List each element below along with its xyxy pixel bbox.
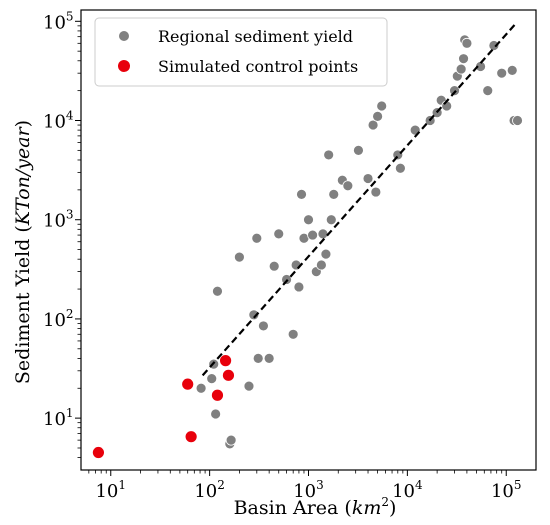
legend-marker	[118, 60, 130, 72]
x-axis-label: Basin Area (km2)	[234, 495, 397, 519]
regional-point	[323, 149, 335, 161]
legend-label: Simulated control points	[158, 57, 358, 76]
y-axis-label: Sediment Yield (KTon/year)	[12, 120, 34, 384]
x-tick-label: 103	[293, 478, 324, 502]
y-tick-label: 101	[43, 406, 74, 430]
plot-area: 101 102 103 104 105 101 102 103 104 105	[43, 9, 537, 502]
regional-point	[210, 408, 222, 420]
regional-point	[293, 281, 305, 293]
regional-point	[263, 352, 275, 364]
control-point	[219, 354, 232, 368]
regional-point	[325, 214, 337, 226]
regional-point	[212, 285, 223, 297]
x-tick-label: 104	[392, 478, 423, 502]
control-point	[184, 430, 198, 444]
regional-point	[353, 144, 364, 156]
control-point	[222, 368, 235, 382]
regional-point	[307, 229, 318, 241]
regional-point	[328, 188, 340, 200]
regional-point	[268, 260, 280, 272]
regional-point	[482, 85, 494, 97]
regional-point	[496, 67, 508, 79]
regional-point	[394, 162, 406, 174]
regional-point	[370, 186, 382, 198]
regional-point	[512, 115, 523, 126]
regional-point	[296, 188, 307, 200]
regional-point	[233, 251, 245, 263]
regional-point	[195, 382, 207, 394]
trend-line	[201, 22, 517, 377]
control-point	[181, 377, 195, 391]
regional-point	[243, 380, 255, 392]
regional-point	[248, 309, 260, 321]
regional-point	[206, 373, 218, 385]
y-tick-label: 104	[43, 109, 74, 133]
x-tick-label: 102	[194, 478, 225, 502]
control-point	[211, 388, 224, 402]
legend-box	[94, 17, 388, 87]
regional-point	[225, 434, 237, 446]
regional-point	[449, 85, 460, 97]
regional-point	[273, 228, 285, 240]
regional-point	[303, 214, 314, 226]
regional-point	[317, 228, 329, 240]
y-tick-label: 105	[43, 9, 74, 33]
legend-marker	[119, 31, 129, 41]
regional-point	[287, 328, 299, 340]
regional-point	[251, 232, 263, 244]
regional-point	[342, 180, 354, 192]
regional-point	[376, 100, 388, 112]
legend-label: Regional sediment yield	[158, 27, 353, 46]
regional-point	[367, 119, 379, 131]
regional-point	[506, 64, 518, 76]
regional-point	[315, 259, 327, 271]
regional-point	[461, 37, 473, 49]
regional-point	[372, 111, 384, 122]
legend: Regional sediment yield Simulated control…	[94, 17, 388, 87]
regional-point	[488, 40, 500, 51]
y-tick-label: 103	[43, 208, 74, 232]
regional-point	[258, 320, 269, 332]
regional-point	[362, 173, 374, 184]
regional-point	[320, 248, 332, 260]
y-tick-label: 102	[43, 307, 74, 331]
control-point	[92, 446, 105, 459]
x-tick-label: 105	[491, 478, 522, 502]
regional-point	[455, 63, 467, 75]
regional-point	[458, 53, 469, 65]
x-tick-label: 101	[95, 478, 126, 502]
regional-point	[252, 352, 264, 364]
